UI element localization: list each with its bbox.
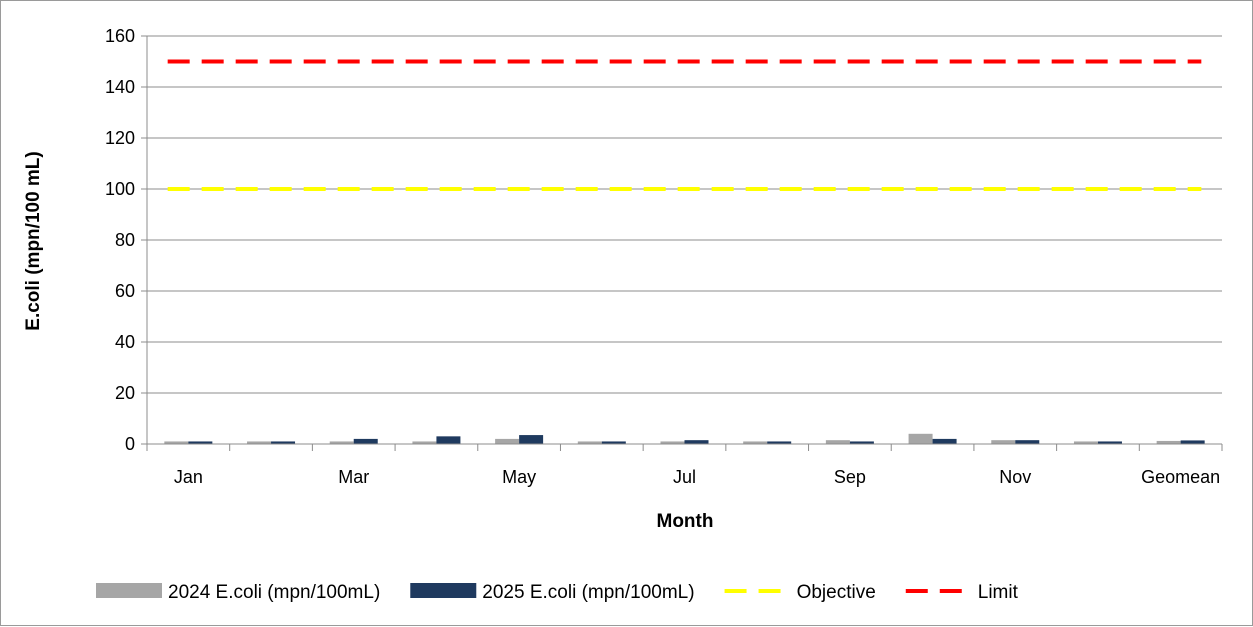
- bar: [412, 441, 437, 444]
- legend-label: 2024 E.coli (mpn/100mL): [168, 582, 380, 603]
- gridlines: [147, 35, 1222, 394]
- bar: [1073, 441, 1098, 444]
- legend-swatch: [96, 583, 162, 598]
- y-tick-label: 100: [105, 179, 135, 199]
- bar: [1097, 441, 1122, 444]
- bar: [932, 438, 957, 444]
- y-tick-label: 140: [105, 77, 135, 97]
- x-tick-label: Nov: [999, 467, 1031, 487]
- y-tick-label: 60: [115, 281, 135, 301]
- y-tick-label: 160: [105, 26, 135, 46]
- legend-label: Objective: [797, 582, 876, 603]
- bar: [660, 441, 685, 444]
- bar: [1156, 440, 1181, 444]
- bar: [991, 440, 1016, 444]
- x-tick-label: Mar: [338, 467, 369, 487]
- y-tick-label: 40: [115, 332, 135, 352]
- bar: [519, 435, 544, 444]
- bar: [271, 441, 296, 444]
- y-axis-title: E.coli (mpn/100 mL): [23, 151, 44, 330]
- bar: [743, 441, 768, 444]
- bars: [164, 433, 1205, 444]
- reference-lines: [167, 59, 1202, 191]
- y-tick-label: 20: [115, 383, 135, 403]
- bar: [495, 438, 520, 444]
- bar: [353, 438, 378, 444]
- bar: [825, 440, 850, 444]
- bar: [684, 440, 709, 444]
- x-tick-label: Geomean: [1141, 467, 1220, 487]
- bar: [188, 441, 213, 444]
- bar: [601, 441, 626, 444]
- bar: [1180, 440, 1205, 444]
- y-tick-label: 120: [105, 128, 135, 148]
- y-tick-label: 0: [125, 434, 135, 454]
- bar: [164, 441, 189, 444]
- legend-swatch: [410, 583, 477, 598]
- x-tick-labels: Jan Mar May Jul Sep Nov Geomean: [174, 467, 1220, 487]
- x-tick-label: Jan: [174, 467, 203, 487]
- y-tick-label: 80: [115, 230, 135, 250]
- bar: [849, 441, 874, 444]
- bar: [908, 433, 933, 444]
- axes: [141, 35, 1223, 451]
- bar: [577, 441, 602, 444]
- legend: 2024 E.coli (mpn/100mL) 2025 E.coli (mpn/…: [96, 582, 1019, 603]
- x-tick-label: Jul: [673, 467, 696, 487]
- bar: [1015, 440, 1040, 444]
- x-tick-label: Sep: [834, 467, 866, 487]
- x-axis-title: Month: [657, 511, 714, 532]
- legend-label: 2025 E.coli (mpn/100mL): [482, 582, 694, 603]
- bar: [247, 441, 272, 444]
- bar: [436, 436, 461, 444]
- y-tick-labels: 0 20 40 60 80 100 120 140 160: [105, 26, 135, 454]
- legend-label: Limit: [978, 582, 1019, 603]
- x-tick-label: May: [502, 467, 536, 487]
- bar: [767, 441, 792, 444]
- bar: [329, 441, 354, 444]
